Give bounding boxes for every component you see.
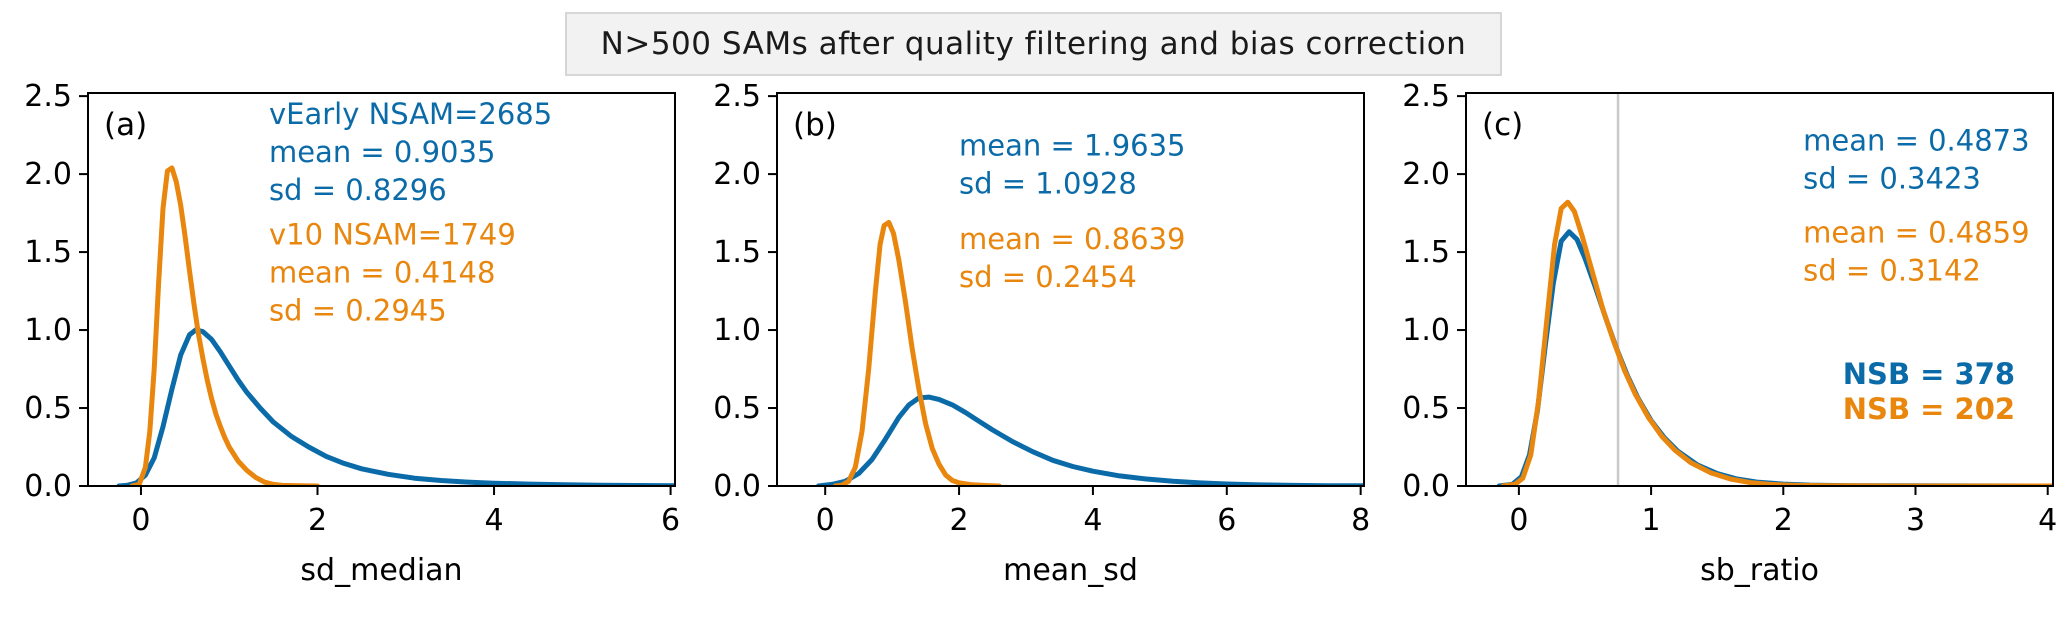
y-tick-label: 1.0 [1402, 313, 1450, 348]
y-tick-label: 2.0 [24, 157, 72, 192]
curve-v10 [1500, 199, 2053, 486]
y-tick-label: 2.5 [1402, 79, 1450, 114]
chart-panel-c: 0 1 2 3 4 0.0 0.5 1.0 1.5 2.0 2.5 (c) sb_ratio mean =… [1402, 79, 2057, 588]
axes-frame [87, 92, 676, 487]
curve-v10 [129, 165, 320, 486]
x-tick-label: 4 [484, 503, 503, 538]
y-tick-label: 2.0 [713, 157, 761, 192]
panel-label: (c) [1482, 107, 1523, 143]
x-tick-label: 1 [1642, 503, 1661, 538]
stat-annotation: mean = 0.8639 [959, 222, 1185, 256]
y-tick-label: 2.0 [1402, 157, 1450, 192]
axes-frame [1465, 92, 2054, 487]
panel-label: (a) [104, 107, 147, 143]
curve-v10 [832, 219, 1002, 486]
x-tick-label: 4 [1083, 503, 1102, 538]
y-tick-label: 1.0 [24, 313, 72, 348]
stat-annotation: sd = 0.3142 [1803, 254, 1981, 288]
panel-label: (b) [793, 107, 837, 143]
x-tick-label: 0 [1509, 503, 1528, 538]
x-tick-label: 6 [1217, 503, 1236, 538]
y-tick-label: 0.5 [1402, 391, 1450, 426]
y-tick-label: 2.5 [24, 79, 72, 114]
y-tick-label: 0.5 [24, 391, 72, 426]
x-axis-label: mean_sd [1003, 553, 1138, 588]
x-tick-label: 6 [661, 503, 680, 538]
stat-annotation: sd = 1.0928 [959, 166, 1137, 200]
stat-annotation: NSB = 202 [1843, 392, 2015, 426]
curve-vEarly [116, 327, 675, 486]
y-tick-label: 1.5 [713, 235, 761, 270]
stat-annotation: mean = 0.9035 [269, 135, 495, 169]
x-tick-label: 0 [816, 503, 835, 538]
y-tick-label: 1.5 [1402, 235, 1450, 270]
x-tick-label: 0 [131, 503, 150, 538]
chart-panel-b: 0 2 4 6 8 0.0 0.5 1.0 1.5 2.0 2.5 (b) mean_sd mean = … [713, 79, 1370, 588]
stat-annotation: sd = 0.2454 [959, 260, 1137, 294]
figure-header: N>500 SAMs after quality filtering and b… [0, 0, 2067, 76]
stat-annotation: v10 NSAM=1749 [269, 217, 516, 251]
stat-annotation: mean = 0.4148 [269, 255, 495, 289]
x-tick-label: 4 [2038, 503, 2057, 538]
stat-annotation: mean = 0.4859 [1803, 216, 2029, 250]
chart-panel-a: 0 2 4 6 0.0 0.5 1.0 1.5 2.0 2.5 (a) sd_median vEarly… [24, 79, 680, 588]
y-tick-label: 0.0 [1402, 469, 1450, 504]
x-tick-label: 3 [1906, 503, 1925, 538]
x-tick-label: 2 [308, 503, 327, 538]
figure-title: N>500 SAMs after quality filtering and b… [564, 12, 1503, 76]
stat-annotation: NSB = 378 [1843, 357, 2015, 391]
y-tick-label: 0.0 [713, 469, 761, 504]
x-axis-label: sb_ratio [1700, 553, 1819, 588]
curve-vEarly [816, 394, 1364, 486]
y-tick-label: 0.5 [713, 391, 761, 426]
stat-annotation: sd = 0.2945 [269, 293, 447, 327]
panels-row: 0 2 4 6 0.0 0.5 1.0 1.5 2.0 2.5 (a) sd_median vEarly… [0, 78, 2067, 618]
x-tick-label: 2 [950, 503, 969, 538]
axes-frame [776, 92, 1365, 487]
x-axis-label: sd_median [300, 553, 462, 588]
y-tick-label: 1.0 [713, 313, 761, 348]
x-tick-label: 2 [1774, 503, 1793, 538]
stat-annotation: sd = 0.8296 [269, 173, 447, 207]
x-tick-label: 8 [1351, 503, 1370, 538]
stat-annotation: vEarly NSAM=2685 [269, 97, 552, 131]
stat-annotation: mean = 1.9635 [959, 128, 1185, 162]
y-tick-label: 1.5 [24, 235, 72, 270]
stat-annotation: mean = 0.4873 [1803, 124, 2029, 158]
y-tick-label: 0.0 [24, 469, 72, 504]
stat-annotation: sd = 0.3423 [1803, 162, 1981, 196]
y-tick-label: 2.5 [713, 79, 761, 114]
